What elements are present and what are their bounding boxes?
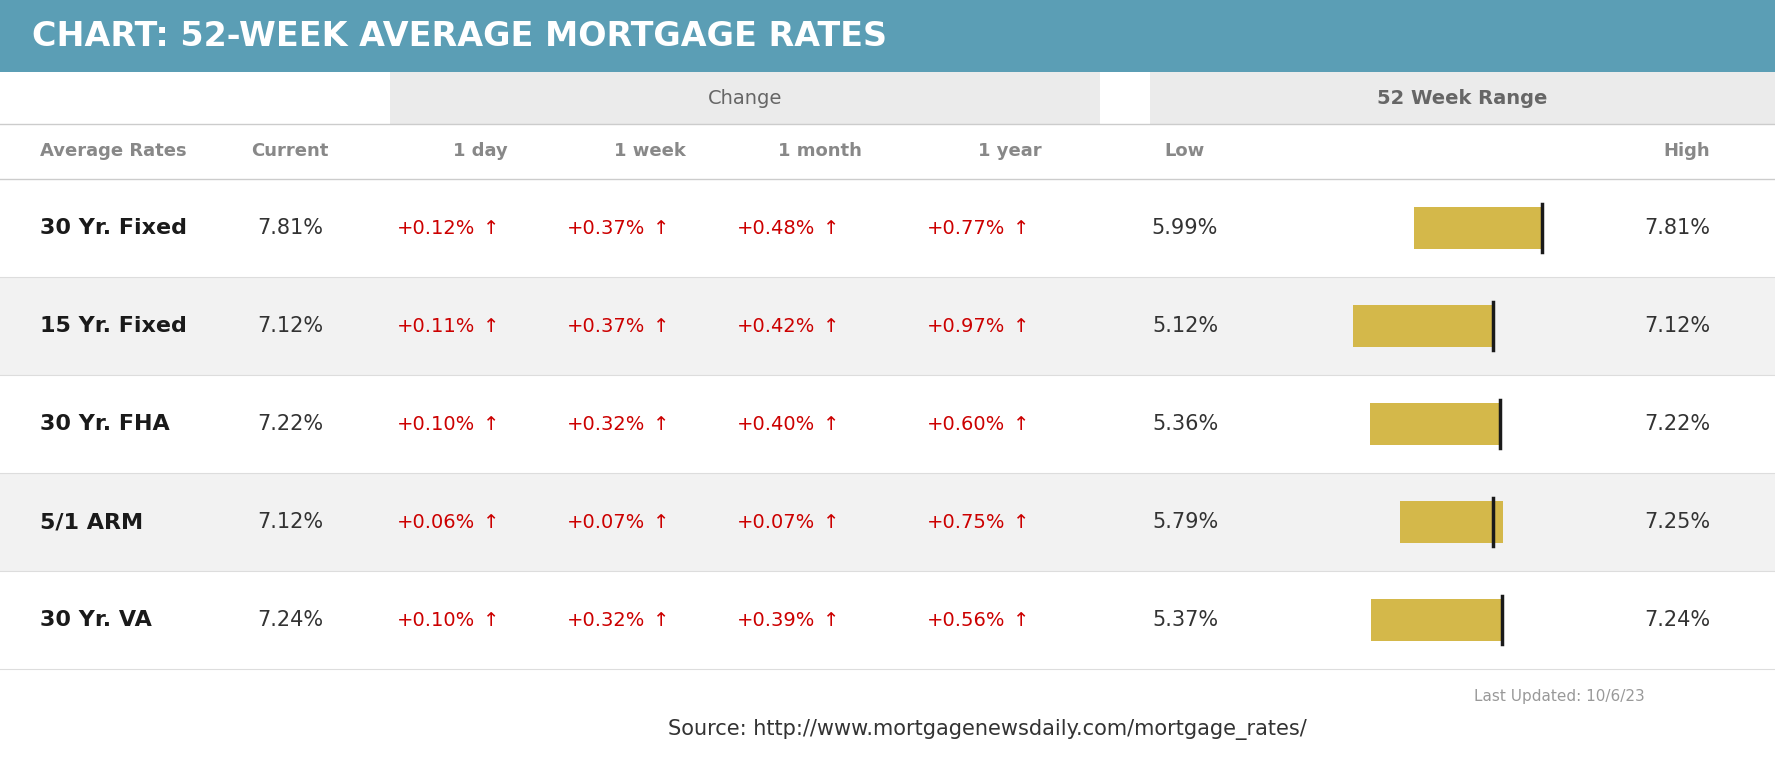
FancyBboxPatch shape [1150, 72, 1775, 124]
Text: 1 month: 1 month [777, 142, 863, 160]
Text: +0.10%: +0.10% [398, 611, 476, 629]
Text: 7.12%: 7.12% [1644, 316, 1709, 336]
Text: ↑: ↑ [824, 317, 840, 335]
Text: +0.39%: +0.39% [737, 611, 815, 629]
Text: 52 Week Range: 52 Week Range [1377, 88, 1548, 108]
Text: 30 Yr. VA: 30 Yr. VA [41, 610, 153, 630]
Text: ↑: ↑ [653, 415, 669, 433]
Text: 1 year: 1 year [978, 142, 1042, 160]
Text: +0.32%: +0.32% [566, 415, 644, 433]
Text: ↑: ↑ [483, 218, 499, 238]
Text: 7.12%: 7.12% [257, 316, 323, 336]
Text: 7.22%: 7.22% [1644, 414, 1709, 434]
Text: Average Rates: Average Rates [41, 142, 186, 160]
Text: ↑: ↑ [1014, 218, 1029, 238]
Text: 7.81%: 7.81% [257, 218, 323, 238]
Text: 5.12%: 5.12% [1152, 316, 1218, 336]
Text: +0.32%: +0.32% [566, 611, 644, 629]
Text: Change: Change [708, 88, 783, 108]
Text: +0.07%: +0.07% [737, 512, 815, 532]
Text: 7.12%: 7.12% [257, 512, 323, 532]
Text: 5.37%: 5.37% [1152, 610, 1218, 630]
Text: CHART: 52-WEEK AVERAGE MORTGAGE RATES: CHART: 52-WEEK AVERAGE MORTGAGE RATES [32, 19, 888, 53]
Text: +0.11%: +0.11% [396, 317, 476, 335]
FancyBboxPatch shape [0, 473, 1775, 571]
FancyBboxPatch shape [390, 72, 1100, 124]
Text: 7.25%: 7.25% [1644, 512, 1709, 532]
Text: ↑: ↑ [653, 611, 669, 629]
Text: 15 Yr. Fixed: 15 Yr. Fixed [41, 316, 186, 336]
FancyBboxPatch shape [0, 0, 1775, 72]
Text: 30 Yr. Fixed: 30 Yr. Fixed [41, 218, 186, 238]
Text: 7.24%: 7.24% [257, 610, 323, 630]
Text: 7.22%: 7.22% [257, 414, 323, 434]
Text: 5.79%: 5.79% [1152, 512, 1218, 532]
Text: 7.24%: 7.24% [1644, 610, 1709, 630]
FancyBboxPatch shape [1370, 403, 1500, 444]
FancyBboxPatch shape [0, 571, 1775, 669]
Text: +0.77%: +0.77% [927, 218, 1005, 238]
Text: ↑: ↑ [483, 317, 499, 335]
Text: ↑: ↑ [824, 512, 840, 532]
Text: +0.37%: +0.37% [566, 317, 644, 335]
Text: +0.42%: +0.42% [737, 317, 815, 335]
Text: +0.37%: +0.37% [566, 218, 644, 238]
Text: 30 Yr. FHA: 30 Yr. FHA [41, 414, 170, 434]
Text: Low: Low [1164, 142, 1205, 160]
Text: ↑: ↑ [653, 218, 669, 238]
Text: ↑: ↑ [824, 218, 840, 238]
Text: +0.75%: +0.75% [927, 512, 1005, 532]
Text: ↑: ↑ [1014, 415, 1029, 433]
Text: ↑: ↑ [653, 317, 669, 335]
Text: +0.12%: +0.12% [396, 218, 476, 238]
Text: 5/1 ARM: 5/1 ARM [41, 512, 144, 532]
Text: High: High [1663, 142, 1709, 160]
Text: ↑: ↑ [483, 611, 499, 629]
Text: +0.56%: +0.56% [927, 611, 1005, 629]
FancyBboxPatch shape [1400, 502, 1502, 543]
Text: Current: Current [252, 142, 328, 160]
Text: 1 day: 1 day [453, 142, 508, 160]
FancyBboxPatch shape [1353, 306, 1493, 347]
Text: 7.81%: 7.81% [1644, 218, 1709, 238]
Text: ↑: ↑ [1014, 512, 1029, 532]
FancyBboxPatch shape [1370, 599, 1502, 641]
Text: +0.97%: +0.97% [927, 317, 1005, 335]
FancyBboxPatch shape [0, 179, 1775, 277]
Text: +0.48%: +0.48% [737, 218, 815, 238]
Text: ↑: ↑ [824, 415, 840, 433]
Text: 1 week: 1 week [614, 142, 685, 160]
Text: +0.06%: +0.06% [398, 512, 476, 532]
Text: Source: http://www.mortgagenewsdaily.com/mortgage_rates/: Source: http://www.mortgagenewsdaily.com… [667, 718, 1306, 739]
FancyBboxPatch shape [0, 375, 1775, 473]
Text: ↑: ↑ [483, 415, 499, 433]
Text: Last Updated: 10/6/23: Last Updated: 10/6/23 [1475, 690, 1645, 704]
Text: +0.60%: +0.60% [927, 415, 1005, 433]
Text: ↑: ↑ [483, 512, 499, 532]
FancyBboxPatch shape [1415, 207, 1542, 248]
Text: ↑: ↑ [1014, 317, 1029, 335]
Text: ↑: ↑ [824, 611, 840, 629]
Text: +0.10%: +0.10% [398, 415, 476, 433]
Text: 5.99%: 5.99% [1152, 218, 1218, 238]
Text: ↑: ↑ [653, 512, 669, 532]
Text: +0.07%: +0.07% [566, 512, 644, 532]
Text: 5.36%: 5.36% [1152, 414, 1218, 434]
Text: +0.40%: +0.40% [737, 415, 815, 433]
Text: ↑: ↑ [1014, 611, 1029, 629]
FancyBboxPatch shape [0, 277, 1775, 375]
